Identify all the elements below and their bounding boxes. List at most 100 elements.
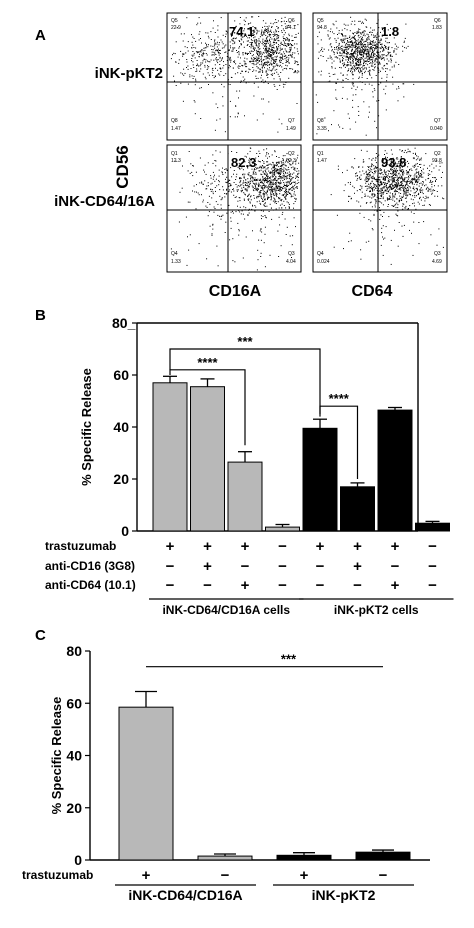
scatter-dot — [379, 179, 381, 181]
scatter-dot — [372, 91, 374, 93]
scatter-dot — [251, 165, 253, 167]
scatter-dot — [400, 170, 402, 172]
scatter-dot — [386, 63, 387, 65]
scatter-dot — [214, 64, 216, 66]
scatter-dot — [348, 117, 350, 119]
scatter-dot — [236, 90, 238, 92]
treatment-sign: − — [428, 538, 437, 555]
scatter-dot — [409, 150, 411, 152]
scatter-dot — [247, 167, 249, 169]
scatter-dot — [259, 191, 261, 193]
scatter-dot — [355, 58, 357, 59]
scatter-dot — [230, 33, 232, 35]
scatter-dot — [280, 166, 282, 168]
scatter-dot — [286, 43, 288, 45]
scatter-dot — [394, 180, 396, 182]
scatter-dot — [331, 49, 333, 51]
scatter-dot — [405, 23, 407, 25]
scatter-dot — [229, 41, 231, 43]
scatter-dot — [186, 67, 187, 68]
scatter-dot — [274, 198, 276, 200]
scatter-dot — [253, 183, 255, 185]
scatter-dot — [288, 39, 290, 41]
scatter-dot — [370, 54, 372, 56]
scatter-dot — [230, 183, 232, 185]
scatter-dot — [283, 53, 285, 55]
scatter-dot — [229, 185, 231, 187]
scatter-dot — [271, 26, 273, 27]
scatter-dot — [365, 171, 367, 173]
scatter-dot — [243, 80, 245, 82]
scatter-dot — [432, 181, 434, 183]
scatter-dot — [429, 181, 431, 183]
scatter-dot — [193, 47, 195, 48]
scatter-dot — [271, 69, 273, 71]
scatter-dot — [266, 51, 268, 53]
scatter-dot — [342, 127, 344, 129]
quadrant-name: Q2 — [288, 151, 295, 157]
scatter-dot — [373, 168, 375, 170]
scatter-dot — [285, 198, 287, 200]
scatter-dot — [209, 203, 211, 205]
scatter-dot — [369, 56, 371, 58]
scatter-dot — [383, 47, 384, 49]
scatter-dot — [368, 58, 370, 60]
scatter-dot — [426, 187, 428, 189]
scatter-dot — [357, 106, 359, 108]
scatter-dot — [274, 164, 276, 166]
scatter-dot — [340, 39, 342, 41]
quadrant-value: 4.04 — [286, 259, 296, 265]
scatter-dot — [347, 79, 349, 80]
scatter-dot — [380, 172, 382, 174]
scatter-dot — [191, 41, 193, 43]
scatter-dot — [280, 172, 282, 174]
scatter-dot — [298, 71, 300, 73]
scatter-dot — [244, 173, 246, 175]
scatter-dot — [274, 191, 276, 193]
scatter-dot — [335, 47, 337, 48]
scatter-dot — [277, 27, 279, 28]
scatter-dot — [192, 64, 194, 66]
scatter-dot — [270, 194, 272, 196]
scatter-dot — [249, 157, 251, 159]
scatter-dot — [282, 160, 284, 162]
scatter-dot — [394, 186, 396, 188]
scatter-dot — [357, 63, 359, 65]
scatter-dot — [350, 50, 352, 52]
scatter-dot — [277, 230, 279, 232]
scatter-dot — [279, 175, 281, 177]
scatter-dot — [383, 191, 385, 193]
scatter-dot — [358, 60, 360, 62]
scatter-dot — [408, 171, 410, 173]
scatter-dot — [264, 205, 266, 207]
scatter-dot — [371, 228, 373, 230]
scatter-dot — [411, 178, 413, 180]
scatter-dot — [208, 195, 210, 197]
scatter-dot — [358, 110, 360, 112]
scatter-dot — [291, 244, 293, 246]
scatter-dot — [384, 158, 386, 159]
scatter-dot — [263, 65, 265, 67]
treatment-sign: − — [379, 867, 388, 884]
scatter-dot — [263, 59, 265, 61]
scatter-dot — [273, 43, 275, 45]
scatter-dot — [396, 178, 398, 180]
scatter-dot — [363, 31, 365, 33]
scatter-dot — [380, 70, 381, 72]
scatter-dot — [262, 65, 264, 67]
scatter-dot — [218, 42, 220, 44]
scatter-dot — [236, 190, 238, 192]
scatter-dot — [262, 64, 264, 66]
scatter-dot — [373, 186, 375, 188]
scatter-dot — [418, 203, 420, 205]
scatter-dot — [205, 47, 207, 49]
scatter-dot — [201, 55, 203, 57]
scatter-dot — [372, 56, 374, 58]
scatter-dot — [275, 60, 277, 62]
scatter-dot — [274, 69, 276, 71]
scatter-dot — [406, 194, 408, 196]
scatter-dot — [362, 65, 364, 67]
scatter-dot — [286, 182, 288, 184]
scatter-dot — [223, 65, 225, 67]
scatter-dot — [213, 54, 215, 56]
